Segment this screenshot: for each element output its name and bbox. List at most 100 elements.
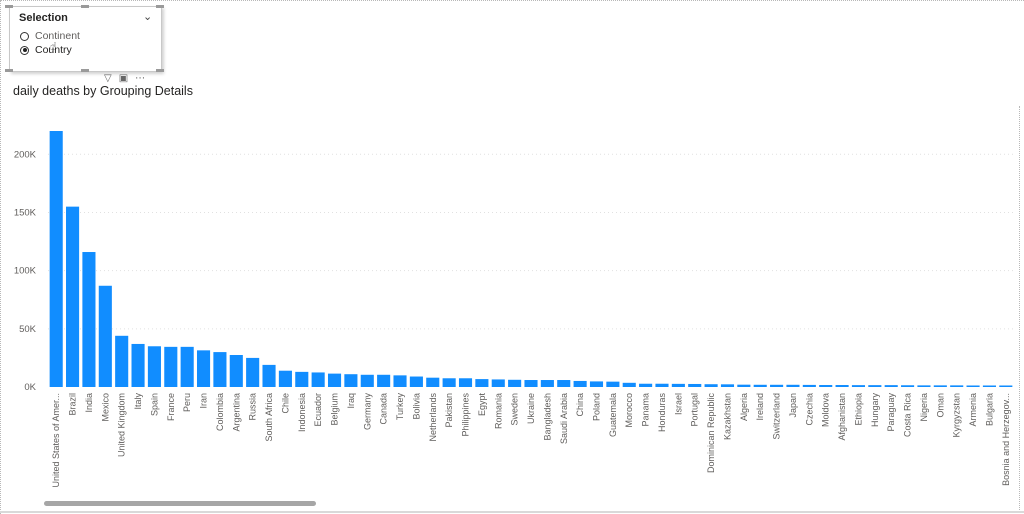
bar[interactable]	[327, 373, 342, 387]
bar[interactable]	[606, 381, 620, 387]
bar[interactable]	[884, 385, 898, 387]
bar[interactable]	[802, 384, 816, 387]
bar[interactable]	[426, 377, 440, 387]
bar[interactable]	[458, 378, 473, 387]
y-tick-label: 50K	[19, 324, 37, 335]
bar[interactable]	[819, 385, 833, 387]
bar[interactable]	[655, 383, 669, 387]
bar[interactable]	[770, 384, 784, 387]
bar[interactable]	[377, 374, 391, 387]
bar[interactable]	[164, 346, 178, 387]
slicer-option-continent[interactable]: Continent	[20, 30, 80, 42]
resize-handle-bottom[interactable]	[81, 69, 89, 72]
bar[interactable]	[393, 375, 407, 387]
bar[interactable]	[491, 379, 505, 387]
x-tick-label: Kyrgyzstan	[952, 393, 962, 438]
x-tick-label: Romania	[493, 393, 503, 429]
x-tick-label: Bulgaria	[984, 393, 994, 426]
x-tick-label: Portugal	[690, 393, 700, 427]
slicer-option-country[interactable]: Country	[20, 44, 72, 56]
bar[interactable]	[589, 381, 604, 387]
bar[interactable]	[999, 385, 1013, 387]
bar[interactable]	[737, 384, 751, 387]
bar[interactable]	[508, 379, 522, 387]
bar[interactable]	[82, 252, 96, 387]
bar[interactable]	[475, 379, 489, 387]
bar[interactable]	[950, 385, 964, 387]
bar[interactable]	[622, 382, 636, 387]
bar[interactable]	[671, 383, 685, 387]
x-tick-label: Afghanistan	[837, 393, 847, 441]
bar[interactable]	[966, 385, 980, 387]
bar[interactable]	[573, 380, 587, 387]
bar[interactable]	[311, 372, 325, 387]
x-tick-label: Russia	[248, 393, 258, 421]
resize-handle-top-left[interactable]	[5, 5, 13, 8]
bar[interactable]	[917, 385, 931, 387]
x-tick-label: Colombia	[215, 393, 225, 431]
radio-button-selected[interactable]	[20, 45, 29, 55]
bar[interactable]	[704, 384, 718, 387]
x-tick-label: Ukraine	[526, 393, 536, 424]
filter-icon[interactable]: ▽	[104, 73, 112, 84]
x-tick-label: Israel	[673, 393, 683, 415]
visual-frame-left	[0, 0, 2, 514]
x-tick-label: Nigeria	[919, 393, 929, 422]
bar[interactable]	[229, 355, 243, 387]
bar[interactable]	[213, 352, 227, 387]
bar[interactable]	[262, 364, 276, 387]
resize-handle-bottom-left[interactable]	[5, 69, 13, 72]
bar[interactable]	[98, 285, 112, 387]
bar[interactable]	[344, 374, 358, 387]
focus-mode-icon[interactable]: ▣	[118, 73, 129, 84]
bar[interactable]	[409, 376, 423, 387]
bar[interactable]	[360, 374, 374, 387]
hand-cursor-icon: ☝	[50, 41, 57, 53]
horizontal-scrollbar[interactable]	[44, 501, 316, 506]
bar[interactable]	[180, 346, 194, 387]
bar[interactable]	[868, 385, 882, 387]
x-tick-label: Panama	[641, 393, 651, 427]
resize-handle-top-right[interactable]	[156, 5, 164, 8]
bar[interactable]	[933, 385, 947, 387]
selection-slicer[interactable]: Selection ⌄ Continent Country ☝	[5, 5, 164, 72]
bar[interactable]	[131, 343, 145, 387]
bar[interactable]	[688, 383, 702, 387]
chevron-down-icon[interactable]: ⌄	[143, 11, 153, 23]
bar[interactable]	[147, 346, 161, 387]
x-tick-label: Armenia	[968, 393, 978, 427]
x-tick-label: Sweden	[510, 393, 520, 426]
x-tick-label: Brazil	[68, 393, 78, 416]
visual-header-toolbar: ▽ ▣ ⋯	[104, 73, 145, 84]
bar[interactable]	[442, 378, 456, 387]
bar[interactable]	[246, 357, 260, 387]
x-tick-label: Peru	[182, 393, 192, 412]
x-tick-label: Philippines	[461, 393, 471, 437]
bar[interactable]	[557, 380, 571, 387]
bar[interactable]	[66, 206, 80, 387]
bar[interactable]	[524, 380, 538, 387]
radio-button-unselected[interactable]	[20, 31, 29, 41]
bar[interactable]	[639, 383, 653, 387]
resize-handle-bottom-right[interactable]	[156, 69, 164, 72]
bar[interactable]	[982, 385, 996, 387]
bar[interactable]	[295, 371, 309, 387]
bar[interactable]	[278, 370, 292, 387]
bar[interactable]	[540, 380, 554, 387]
bar[interactable]	[49, 131, 63, 387]
bar[interactable]	[901, 385, 915, 387]
bar[interactable]	[786, 384, 800, 387]
x-tick-label: Costa Rica	[903, 393, 913, 437]
bar[interactable]	[753, 384, 767, 387]
resize-handle-top[interactable]	[81, 5, 89, 8]
x-tick-label: Argentina	[231, 393, 241, 432]
bar[interactable]	[115, 335, 129, 387]
x-tick-label: Bosnia and Herzegov...	[1001, 393, 1011, 486]
y-tick-label: 200K	[14, 149, 37, 160]
x-tick-label: France	[166, 393, 176, 421]
bar[interactable]	[835, 385, 849, 387]
bar[interactable]	[851, 385, 866, 387]
bar[interactable]	[196, 350, 211, 387]
bar[interactable]	[720, 384, 735, 387]
more-options-icon[interactable]: ⋯	[135, 73, 146, 84]
